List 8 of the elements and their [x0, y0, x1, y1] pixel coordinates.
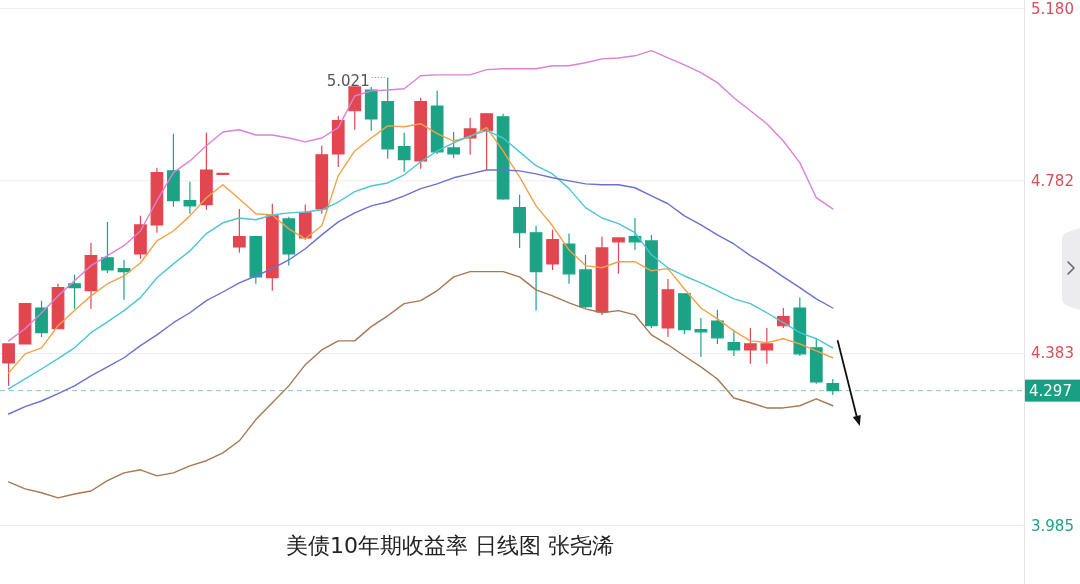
ref-line-label: 4.297 [1029, 381, 1072, 400]
ref-line-label: 4.297 [1025, 379, 1080, 402]
y-tick-label: 4.782 [1031, 171, 1074, 190]
y-tick-label: 4.383 [1031, 344, 1074, 363]
annotation: 5.021 [326, 72, 370, 91]
title: 美债10年期收益率 日线图 张尧浠 [286, 532, 614, 558]
y-tick-label: 5.180 [1031, 0, 1074, 18]
y-tick-label: 3.985 [1031, 516, 1074, 535]
